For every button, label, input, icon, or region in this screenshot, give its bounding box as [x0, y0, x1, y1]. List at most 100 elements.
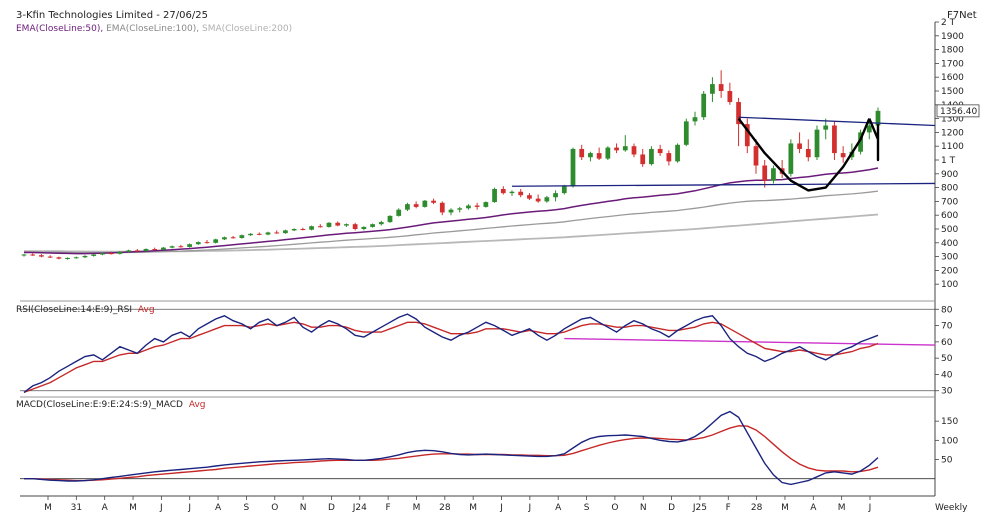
y-tick-label: 1 T — [941, 156, 956, 166]
rsi-avg-line — [23, 321, 879, 394]
y-tick-label: 1200 — [941, 128, 964, 138]
x-tick-label: J — [159, 503, 163, 513]
candle-body — [762, 165, 768, 181]
rsi-panel — [20, 308, 936, 394]
chart-title: 3-Kfin Technologies Limited - 27/06/25 — [16, 10, 208, 21]
candle-body — [483, 202, 489, 207]
panel-frames — [20, 22, 936, 497]
candle-body — [126, 250, 131, 252]
x-tick-label: J — [499, 503, 503, 513]
macd-avg-label: Avg — [189, 400, 206, 410]
candle-body — [605, 147, 611, 159]
y-tick-label: 500 — [941, 225, 958, 235]
candle-body — [422, 200, 428, 207]
y-tick-label: 100 — [941, 436, 958, 446]
candle-body — [47, 256, 53, 258]
y-tick-label: 40 — [941, 370, 953, 380]
brand-label: F7Net — [947, 10, 977, 21]
candle-body — [100, 253, 105, 255]
macd-title: MACD(CloseLine:E:9:E:24:S:9)_MACD Avg — [16, 400, 205, 410]
candle-body — [344, 224, 349, 226]
y-tick-label: 800 — [941, 184, 958, 194]
y-tick-label: 300 — [941, 253, 958, 263]
candle-body — [39, 255, 44, 257]
candle-body — [248, 233, 253, 236]
candle-body — [727, 91, 733, 103]
candle-body — [335, 222, 341, 226]
x-tick-label: M — [838, 503, 846, 513]
resistance-line — [738, 116, 936, 127]
candle-body — [213, 239, 219, 243]
candle-body — [291, 229, 297, 231]
candle-body — [866, 125, 872, 133]
candle-body — [561, 186, 567, 194]
candle-body — [187, 244, 192, 247]
macd-panel — [20, 410, 935, 486]
candle-body — [283, 230, 288, 234]
y-tick-label: 1300 — [941, 115, 964, 125]
x-tick-label: D — [328, 503, 335, 513]
candle-body — [56, 257, 62, 259]
candle-body — [256, 233, 262, 235]
y-tick-label: 200 — [941, 266, 958, 276]
candle-body — [378, 222, 384, 225]
x-tick-label: F — [726, 503, 731, 513]
candle-body — [439, 202, 445, 213]
candle-body — [413, 204, 419, 207]
candle-body — [710, 84, 715, 94]
candle-body — [683, 121, 689, 145]
candle-body — [570, 148, 576, 187]
rsi-trendline — [564, 337, 936, 346]
candle-body — [73, 257, 79, 259]
legend-ema50: EMA(CloseLine:50), — [16, 24, 103, 34]
candle-body — [701, 93, 707, 118]
candle-body — [169, 246, 175, 248]
x-tick-label: M — [781, 503, 789, 513]
x-tick-label: M — [44, 503, 52, 513]
x-tick-label: N — [640, 503, 647, 513]
candle-body — [788, 143, 794, 174]
candle-body — [91, 254, 97, 256]
y-tick-label: 50 — [941, 354, 953, 364]
candle-body — [108, 253, 114, 255]
candle-body — [675, 144, 680, 162]
price-legend: EMA(CloseLine:50), EMA(CloseLine:100), S… — [16, 24, 292, 34]
x-tick-label: A — [102, 503, 109, 513]
y-tick-label: 150 — [941, 417, 958, 427]
x-tick-label: 31 — [71, 503, 82, 513]
ema100-line — [23, 190, 879, 254]
y-tick-label: 700 — [941, 197, 958, 207]
x-tick-label: J — [868, 503, 872, 513]
x-tick-label: N — [300, 503, 307, 513]
candle-body — [666, 153, 672, 162]
handle-pattern — [868, 118, 880, 162]
legend-sma200: SMA(CloseLine:200) — [202, 24, 292, 34]
x-tick-label: 28 — [751, 503, 763, 513]
candle-body — [317, 226, 323, 228]
x-tick-label: S — [244, 503, 250, 513]
candle-body — [448, 209, 454, 213]
y-tick-label: 400 — [941, 239, 958, 249]
candle-body — [370, 224, 375, 227]
candle-body — [614, 147, 619, 151]
ema50-line — [24, 167, 879, 255]
candle-body — [21, 254, 27, 256]
candle-body — [771, 168, 776, 181]
candle-body — [527, 195, 532, 199]
candle-body — [500, 188, 506, 194]
candle-body — [239, 235, 245, 238]
candle-body — [161, 247, 166, 250]
legend-ema100: EMA(CloseLine:100), — [106, 24, 199, 34]
candle-body — [230, 237, 236, 239]
x-tick-label: A — [215, 503, 222, 513]
y-tick-label: 30 — [941, 387, 953, 397]
candle-body — [509, 191, 515, 194]
x-tick-label: O — [611, 503, 618, 513]
support-line — [511, 182, 936, 187]
candle-body — [82, 255, 88, 258]
y-tick-label: 900 — [941, 170, 958, 180]
x-tick-label: M — [413, 503, 421, 513]
candle-body — [396, 209, 402, 216]
candle-body — [222, 237, 227, 240]
